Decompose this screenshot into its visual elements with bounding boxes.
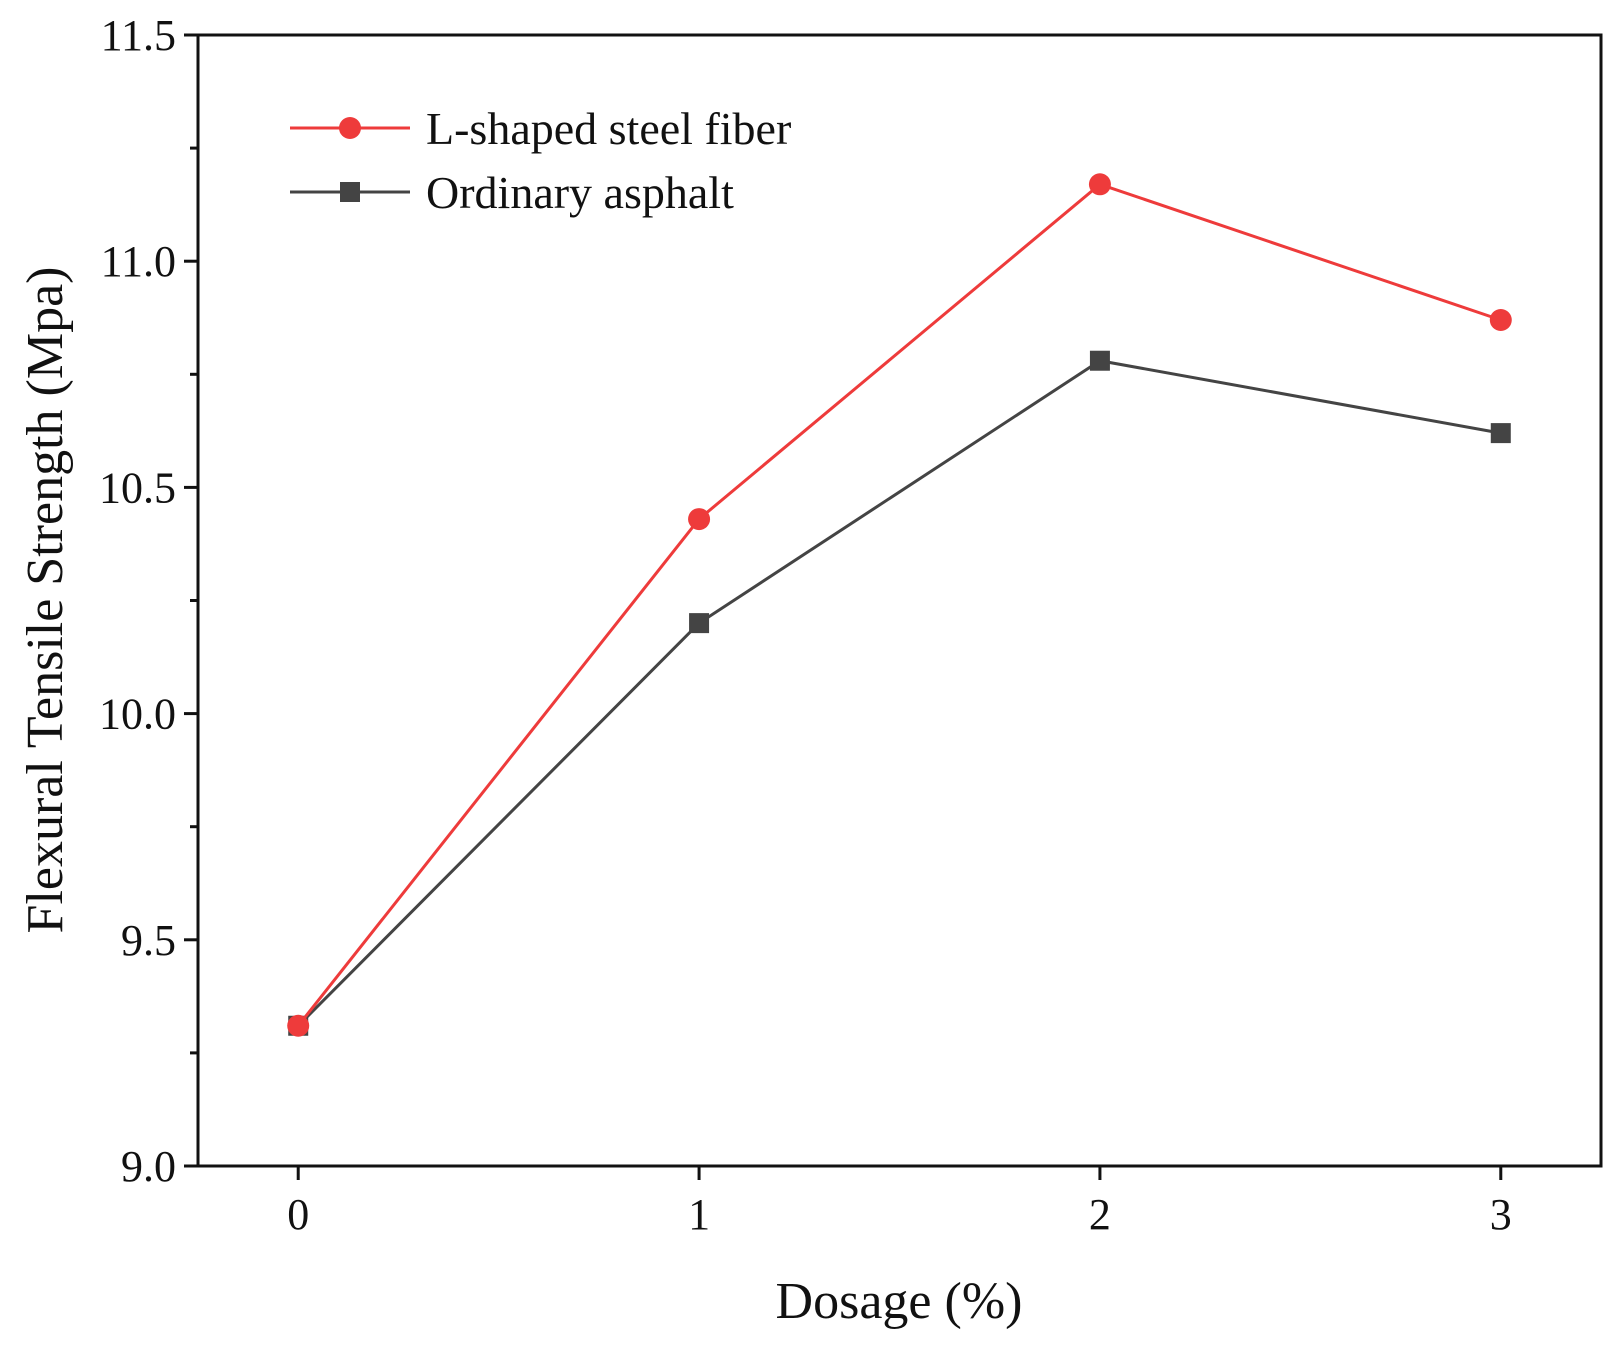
x-axis-title: Dosage (%): [776, 1273, 1023, 1330]
legend-marker-l-shaped-steel-fiber: [339, 117, 361, 139]
data-point-l-shaped-steel-fiber: [1088, 173, 1111, 196]
x-axis-ticks: 0 1 2 3: [287, 1166, 1512, 1239]
series-line-ordinary-asphalt: [297, 359, 1502, 1027]
y-axis-ticks: 9.0 9.5 10.0 10.5 11.0 11.5: [99, 11, 198, 1191]
data-point-l-shaped-steel-fiber: [688, 508, 711, 531]
y-tick-label: 10.0: [99, 690, 176, 739]
y-axis-title: Flexural Tensile Strength (Mpa): [17, 267, 74, 934]
legend-marker-ordinary-asphalt: [340, 182, 360, 202]
series-line-l-shaped-steel-fiber: [297, 182, 1502, 1027]
x-tick-label: 3: [1490, 1190, 1512, 1239]
x-tick-label: 1: [688, 1190, 710, 1239]
data-point-l-shaped-steel-fiber: [1489, 309, 1512, 332]
y-tick-label: 9.5: [121, 916, 176, 965]
data-point-l-shaped-steel-fiber: [287, 1014, 310, 1037]
x-tick-label: 0: [287, 1190, 309, 1239]
y-tick-label: 10.5: [99, 463, 176, 512]
plot-frame: [196, 33, 1603, 1168]
data-point-ordinary-asphalt: [1490, 423, 1511, 444]
y-tick-label: 11.5: [101, 11, 176, 60]
series-layer: [287, 173, 1512, 1037]
legend-label-ordinary-asphalt: Ordinary asphalt: [426, 167, 734, 218]
data-point-ordinary-asphalt: [689, 613, 710, 634]
data-point-ordinary-asphalt: [1089, 350, 1110, 371]
x-tick-label: 2: [1089, 1190, 1111, 1239]
legend: L-shaped steel fiber Ordinary asphalt: [290, 103, 791, 218]
legend-label-l-shaped-steel-fiber: L-shaped steel fiber: [426, 103, 791, 154]
y-tick-label: 11.0: [101, 237, 176, 286]
y-tick-label: 9.0: [121, 1142, 176, 1191]
